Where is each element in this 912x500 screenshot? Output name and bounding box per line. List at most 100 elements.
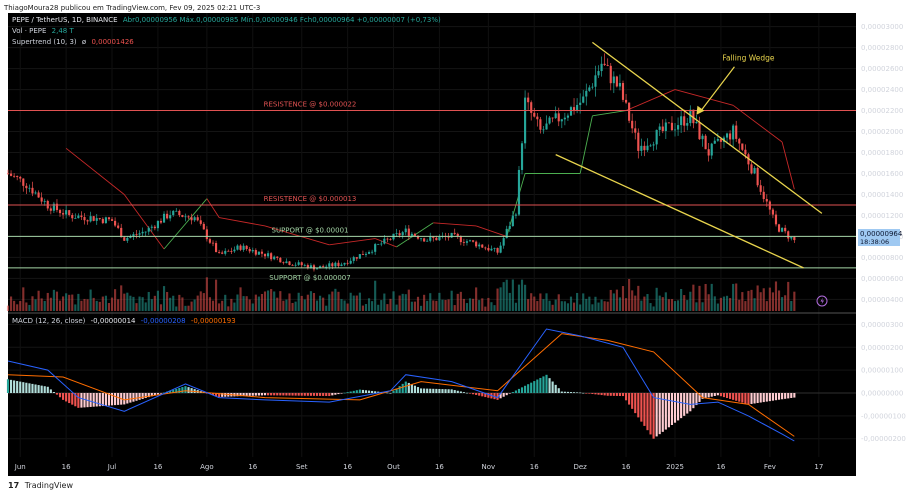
volume-bar bbox=[279, 291, 282, 311]
volume-bar bbox=[447, 299, 450, 311]
candle-body bbox=[71, 214, 74, 219]
candle-body bbox=[16, 175, 19, 177]
volume-bar bbox=[294, 301, 297, 311]
volume-bar bbox=[239, 287, 242, 311]
volume-bar bbox=[364, 304, 368, 311]
macd-histogram-bar bbox=[517, 388, 521, 393]
macd-histogram-bar bbox=[288, 393, 291, 396]
macd-histogram-bar bbox=[392, 390, 395, 393]
macd-histogram-bar bbox=[141, 393, 144, 399]
volume-bar bbox=[322, 297, 325, 311]
volume-bar bbox=[579, 304, 582, 311]
volume-bar bbox=[481, 298, 484, 311]
candle-body bbox=[150, 226, 153, 228]
macd-histogram-bar bbox=[358, 389, 361, 393]
macd-histogram-bar bbox=[686, 393, 689, 414]
macd-histogram-bar bbox=[58, 393, 62, 398]
volume-bar bbox=[380, 300, 383, 311]
macd-histogram-bar bbox=[236, 393, 239, 397]
volume-bar bbox=[40, 298, 43, 311]
macd-histogram-bar bbox=[444, 389, 447, 393]
volume-bar bbox=[89, 289, 92, 311]
candle-body bbox=[371, 251, 374, 253]
volume-label[interactable]: Vol · PEPE bbox=[12, 27, 47, 35]
candle-body bbox=[502, 238, 505, 246]
macd-histogram-bar bbox=[481, 393, 484, 397]
candle-body bbox=[594, 75, 597, 87]
candle-body bbox=[224, 250, 227, 254]
volume-bar bbox=[114, 289, 117, 311]
candle-body bbox=[13, 175, 16, 177]
volume-bar bbox=[245, 296, 248, 311]
volume-bar bbox=[750, 289, 753, 311]
candle-body bbox=[398, 233, 401, 236]
macd-line bbox=[7, 328, 795, 442]
candle-body bbox=[181, 215, 184, 217]
candle-body bbox=[462, 242, 465, 243]
macd-histogram-bar bbox=[107, 393, 111, 406]
candle-body bbox=[624, 99, 628, 103]
annotation-arrow bbox=[698, 66, 735, 114]
macd-histogram-bar bbox=[793, 393, 796, 398]
macd-histogram-bar bbox=[704, 393, 707, 399]
annotation-label: Falling Wedge bbox=[722, 54, 774, 63]
volume-bar bbox=[16, 304, 19, 311]
price-tick-label: 0,00002800 bbox=[861, 44, 903, 52]
volume-bar bbox=[374, 280, 377, 311]
volume-bar bbox=[208, 297, 212, 311]
macd-label[interactable]: MACD (12, 26, close) bbox=[12, 317, 86, 325]
macd-histogram-bar bbox=[545, 374, 548, 393]
candle-body bbox=[377, 243, 380, 245]
candle-body bbox=[110, 219, 114, 221]
volume-bar bbox=[34, 299, 37, 311]
supertrend-segment bbox=[433, 222, 477, 227]
candle-body bbox=[524, 97, 527, 144]
candle-body bbox=[156, 220, 159, 229]
candle-body bbox=[432, 236, 435, 238]
supertrend-segment bbox=[625, 89, 676, 111]
alert-icon[interactable] bbox=[816, 295, 828, 307]
macd-histogram-bar bbox=[744, 393, 747, 404]
supertrend-segment bbox=[264, 225, 330, 246]
publisher-line: ThiagoMoura28 publicou em TradingView.co… bbox=[4, 4, 261, 12]
volume-bar bbox=[141, 297, 144, 311]
supertrend-segment bbox=[781, 141, 795, 190]
candle-body bbox=[297, 262, 300, 265]
symbol-title[interactable]: PEPE / TetherUS, 1D, BINANCE bbox=[12, 16, 118, 24]
candle-body bbox=[267, 253, 270, 257]
volume-bar bbox=[453, 305, 456, 311]
macd-histogram-bar bbox=[582, 392, 585, 394]
candle-body bbox=[37, 192, 40, 198]
candle-body bbox=[80, 215, 83, 218]
macd-histogram-bar bbox=[695, 393, 698, 406]
candle-body bbox=[557, 113, 560, 122]
macd-histogram-bar bbox=[692, 393, 695, 409]
macd-histogram-bar bbox=[410, 384, 413, 393]
macd-histogram-bar bbox=[508, 393, 511, 394]
candle-body bbox=[793, 236, 796, 241]
volume-bar bbox=[790, 300, 793, 311]
macd-signal-value: -0,00000193 bbox=[190, 317, 236, 325]
volume-bar bbox=[511, 279, 514, 311]
price-tick-label: 0,00002200 bbox=[861, 107, 903, 115]
volume-bar bbox=[689, 291, 692, 311]
candle-body bbox=[551, 117, 554, 119]
macd-histogram-bar bbox=[184, 386, 187, 393]
volume-legend: Vol · PEPE 2,48 T bbox=[12, 27, 74, 35]
tradingview-brand[interactable]: 17 TradingView bbox=[8, 481, 73, 490]
candle-body bbox=[230, 251, 233, 252]
candle-body bbox=[386, 238, 389, 240]
volume-bar bbox=[236, 294, 239, 311]
macd-histogram-bar bbox=[40, 385, 43, 393]
supertrend-label[interactable]: Supertrend (10, 3) bbox=[12, 38, 77, 46]
macd-histogram-bar bbox=[211, 393, 215, 395]
candle-body bbox=[319, 266, 322, 269]
candle-body bbox=[300, 262, 303, 266]
volume-bar bbox=[175, 306, 178, 311]
candle-body bbox=[609, 65, 612, 84]
candle-body bbox=[572, 107, 576, 111]
volume-bar bbox=[361, 305, 364, 311]
volume-bar bbox=[352, 295, 355, 311]
volume-bar bbox=[49, 297, 52, 311]
